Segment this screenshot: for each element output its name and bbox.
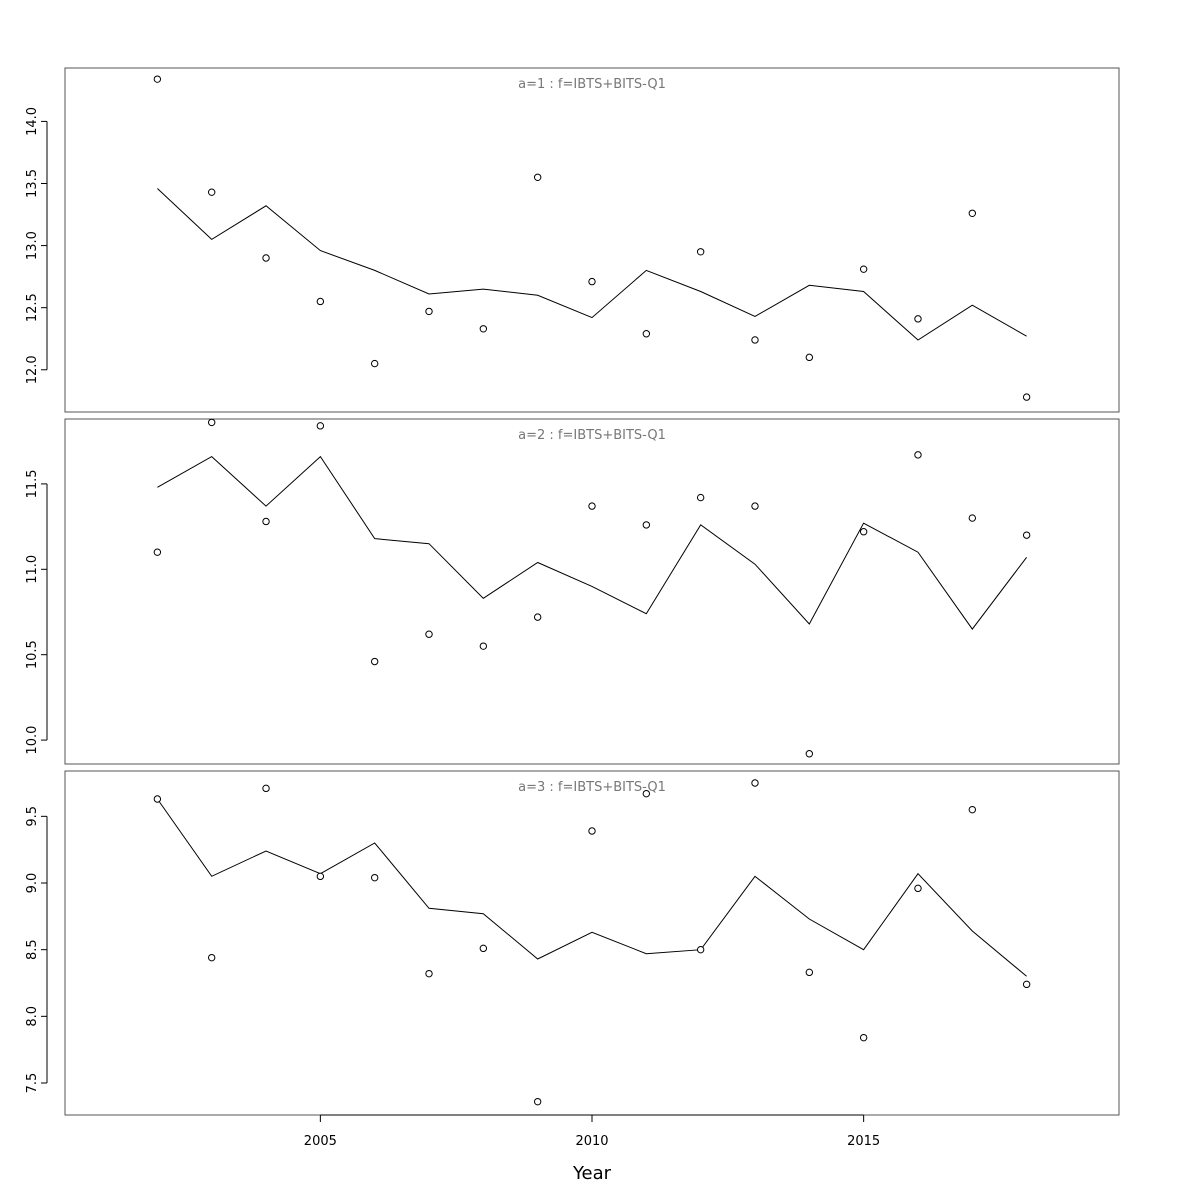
observed-point [262, 517, 270, 526]
observed-point [316, 422, 325, 430]
observed-point [642, 330, 651, 338]
observed-point [370, 359, 379, 368]
observed-point [262, 784, 270, 793]
y-tick-label: 11.0 [25, 555, 40, 584]
observed-point [696, 945, 705, 954]
y-tick-label: 8.0 [25, 1006, 40, 1027]
x-tick-label: 2010 [575, 1134, 608, 1149]
x-tick-label: 2015 [847, 1134, 880, 1149]
y-tick-label: 11.5 [25, 469, 40, 498]
observed-point [153, 75, 162, 83]
y-tick-label: 12.5 [25, 293, 40, 322]
y-tick-label: 12.0 [25, 355, 40, 384]
y-tick-label: 9.5 [25, 806, 40, 827]
observed-point [914, 451, 922, 459]
observed-point [696, 248, 705, 256]
observed-point [262, 254, 270, 262]
observed-point [207, 953, 216, 962]
fitted-series-line [157, 455, 1027, 630]
observed-point [914, 884, 922, 893]
observed-point [968, 209, 977, 217]
observed-point [642, 789, 651, 798]
observed-point [533, 613, 542, 621]
observed-point [751, 502, 759, 510]
fitted-series-line [157, 188, 1027, 341]
panel-frame [64, 770, 1120, 1116]
observed-point [859, 265, 868, 273]
observed-point [370, 873, 379, 882]
observed-point [1022, 980, 1031, 989]
observed-point [968, 514, 977, 522]
observed-point [588, 502, 596, 510]
observed-point [479, 944, 488, 953]
observed-point [425, 307, 433, 316]
observed-point [751, 336, 759, 344]
y-tick-label: 10.0 [25, 726, 40, 755]
observed-point [859, 1033, 868, 1042]
panel-title: a=1 : f=IBTS+BITS-Q1 [518, 77, 666, 92]
y-tick-label: 10.5 [25, 640, 40, 669]
observed-point [316, 297, 325, 306]
observed-point [805, 750, 814, 758]
y-tick-label: 9.0 [25, 873, 40, 894]
observed-point [153, 548, 162, 556]
y-tick-label: 14.0 [25, 107, 40, 136]
y-tick-label: 13.0 [25, 231, 40, 260]
x-tick-label: 2005 [304, 1134, 337, 1149]
panel-frame [64, 418, 1120, 765]
y-tick-label: 13.5 [25, 169, 40, 198]
fitted-series-line [156, 798, 1027, 977]
observed-point [696, 493, 705, 502]
observed-point [425, 969, 433, 978]
observed-point [207, 188, 216, 196]
panel-title: a=3 : f=IBTS+BITS-Q1 [518, 780, 666, 795]
observed-point [533, 173, 542, 181]
observed-point [533, 1097, 542, 1106]
y-tick-label: 8.5 [25, 939, 40, 960]
observed-point [479, 642, 488, 650]
observed-point [859, 528, 868, 536]
panel-title: a=2 : f=IBTS+BITS-Q1 [518, 428, 666, 443]
observed-point [370, 657, 379, 666]
x-axis-title: Year [572, 1163, 612, 1184]
observed-point [914, 315, 922, 323]
y-tick-label: 7.5 [25, 1073, 40, 1094]
observed-point [479, 325, 488, 333]
observed-point [207, 418, 216, 427]
observed-point [642, 521, 651, 529]
observed-point [805, 968, 814, 977]
observed-point [588, 277, 596, 286]
observed-point [425, 630, 433, 638]
observed-point [153, 795, 162, 803]
observed-point [1022, 531, 1031, 539]
observed-point [968, 805, 977, 814]
observed-point [588, 827, 596, 835]
observed-point [805, 353, 814, 362]
observed-point [316, 872, 325, 881]
observed-point [751, 779, 759, 787]
observed-point [1022, 393, 1031, 401]
panel-frame [64, 67, 1120, 413]
